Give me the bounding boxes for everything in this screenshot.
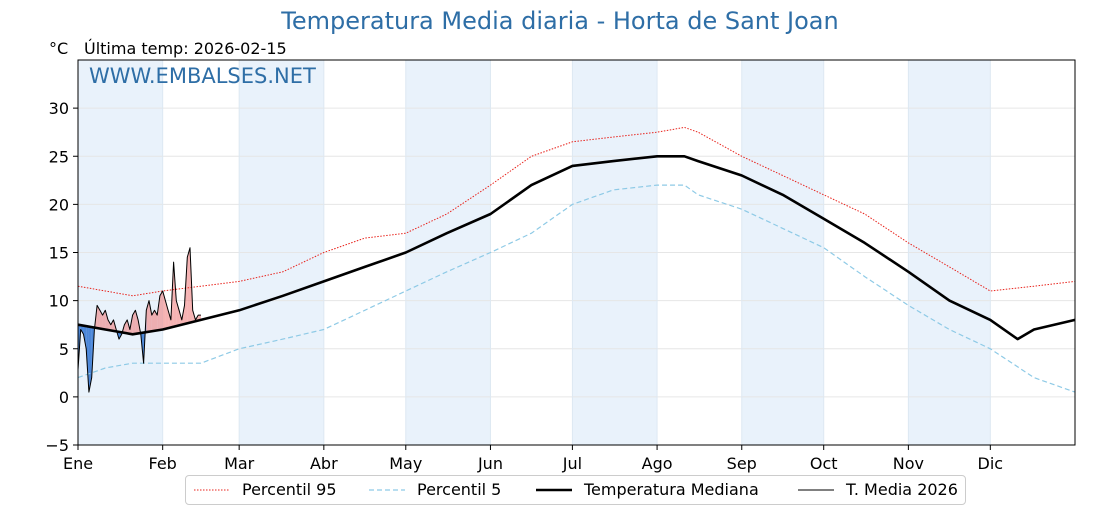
anomaly-above-12	[110, 319, 114, 331]
x-tick-label-0: Ene	[63, 454, 93, 473]
legend-label-median: Temperatura Mediana	[584, 480, 759, 499]
anomaly-above-27	[151, 310, 155, 332]
y-tick-label-5: 20	[49, 195, 69, 214]
y-axis-unit: °C	[49, 39, 69, 58]
y-tick-label-4: 15	[49, 244, 69, 263]
anomaly-above-40	[187, 247, 190, 324]
anomaly-above-20	[132, 310, 136, 335]
x-tick-label-2: Mar	[224, 454, 255, 473]
anomaly-below-4	[88, 326, 92, 393]
watermark: WWW.EMBALSES.NET	[89, 64, 316, 88]
anomaly-above-36	[176, 300, 180, 327]
x-tick-label-7: Ago	[642, 454, 673, 473]
anomaly-above-21	[135, 310, 139, 334]
anomaly-above-17	[124, 319, 128, 334]
anomaly-above-32	[165, 300, 169, 329]
series-line-median	[77, 155, 1076, 341]
x-tick-label-6: Jul	[562, 454, 582, 473]
anomaly-above-26	[149, 300, 152, 332]
y-tick-label-6: 25	[49, 147, 69, 166]
anomaly-above-31	[162, 291, 166, 330]
legend-label-p5: Percentil 5	[417, 480, 502, 499]
legend-label-current: T. Media 2026	[846, 480, 958, 499]
x-tick-label-11: Dic	[978, 454, 1004, 473]
anomaly-above-10	[105, 310, 109, 330]
x-tick-label-10: Nov	[893, 454, 924, 473]
y-tick-label-7: 30	[49, 99, 69, 118]
series-line-p95	[77, 126, 1076, 297]
anomaly-above-30	[159, 291, 163, 330]
y-tick-label-3: 10	[49, 292, 69, 311]
series-line-current	[77, 247, 201, 393]
anomaly-below-1	[80, 325, 84, 335]
anomaly-above-7	[97, 305, 100, 329]
x-tick-label-4: May	[389, 454, 422, 473]
chart-legend: Percentil 95 Percentil 5 Temperatura Med…	[185, 475, 966, 505]
legend-label-p95: Percentil 95	[242, 480, 337, 499]
x-tick-label-8: Sep	[727, 454, 757, 473]
y-tick-label-2: 5	[59, 340, 69, 359]
x-tick-label-9: Oct	[810, 454, 838, 473]
x-tick-label-3: Abr	[310, 454, 338, 473]
anomaly-above-28	[154, 310, 158, 331]
x-tick-label-1: Feb	[149, 454, 177, 473]
anomaly-above-11	[108, 319, 111, 331]
anomaly-above-9	[102, 310, 106, 330]
last-temp-label: Última temp: 2026-02-15	[84, 39, 287, 58]
anomaly-above-33	[168, 310, 171, 329]
y-tick-label-0: −5	[45, 436, 69, 455]
anomaly-above-29	[157, 295, 160, 331]
y-tick-label-1: 0	[59, 388, 69, 407]
chart-title: Temperatura Media diaria - Horta de Sant…	[281, 7, 839, 35]
x-tick-label-5: Jun	[477, 454, 503, 473]
series-line-p5	[77, 184, 1076, 393]
anomaly-above-8	[99, 310, 103, 330]
